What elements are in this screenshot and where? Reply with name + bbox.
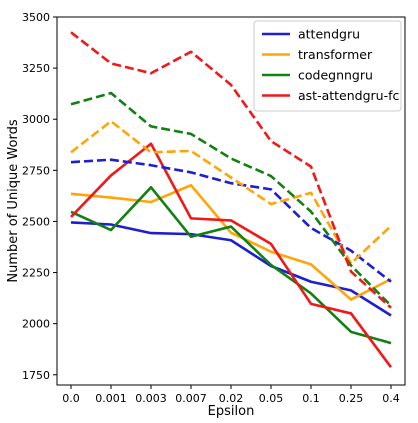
y-tick-label: 3000: [22, 113, 50, 126]
x-tick-label: 0.02: [219, 392, 244, 405]
y-tick-label: 3500: [22, 11, 50, 24]
legend-label-transformer: transformer: [298, 47, 373, 62]
y-tick-label: 3250: [22, 62, 50, 75]
x-tick-label: 0.007: [175, 392, 207, 405]
legend: attendgru transformer codegnngru ast-attend…: [253, 20, 402, 112]
axes-layer: 0.0 0.001 0.003 0.007 0.02 0.05 0.1 0.25 0.4 1750…: [22, 11, 406, 405]
series-4-dashed-line: [70, 158, 392, 283]
x-tick-label: 0.05: [259, 392, 284, 405]
y-tick-label: 2000: [22, 318, 50, 331]
plot-layer: [70, 31, 393, 368]
x-tick-label: 0.0: [62, 392, 80, 405]
y-axis-label: Number of Unique Words: [6, 119, 21, 282]
transformer-series-line: [70, 183, 392, 301]
legend-label-ast-attendgru-fc: ast-attendgru-fc: [298, 88, 400, 103]
x-tick-label: 0.001: [95, 392, 127, 405]
y-tick-label: 2750: [22, 164, 50, 177]
x-tick-label: 0.25: [339, 392, 364, 405]
legend-label-attendgru: attendgru: [298, 27, 360, 42]
series-7-dashed-line: [70, 31, 392, 309]
legend-frame: [253, 20, 402, 112]
x-tick-label: 0.003: [135, 392, 167, 405]
y-tick-label: 1750: [22, 369, 50, 382]
series-6-dashed-line: [70, 91, 392, 307]
x-tick-label: 0.4: [382, 392, 400, 405]
codegnngru-series-line: [70, 186, 392, 345]
y-tick-label: 2500: [22, 215, 50, 228]
legend-label-codegnngru: codegnngru: [298, 68, 373, 83]
y-tick-label: 2250: [22, 267, 50, 280]
x-axis-label: Epsilon: [208, 404, 255, 419]
ast-attendgru-fc-series-line: [70, 142, 393, 368]
x-tick-label: 0.1: [302, 392, 320, 405]
